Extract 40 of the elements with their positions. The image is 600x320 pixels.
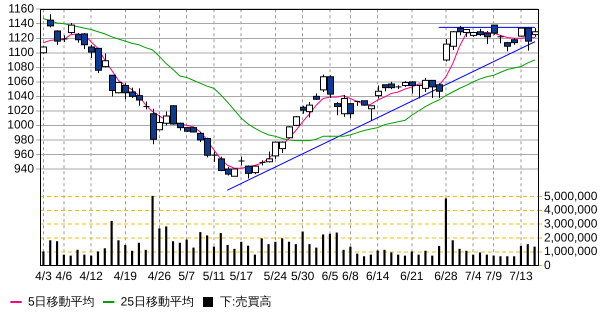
y-tick-label: 1100: [8, 45, 34, 60]
x-tick-label: 7/4: [464, 269, 482, 284]
y-tick-label: 980: [14, 132, 34, 146]
y-tick-label: 1040: [7, 88, 34, 103]
y2-tick-label: 3,000,000: [544, 216, 598, 230]
y-tick-label: 1020: [7, 103, 34, 118]
candlestick: [238, 156, 245, 166]
y2-tick-label: 1,000,000: [544, 244, 598, 258]
x-tick-label: 5/24: [264, 269, 288, 284]
y2-tick-label: 0: [544, 258, 551, 272]
x-tick-label: 4/12: [79, 269, 104, 284]
y-tick-label: 1060: [7, 74, 34, 88]
x-tick-label: 6/21: [400, 269, 424, 284]
y2-tick-label: 5,000,000: [544, 188, 598, 203]
y2-tick-label: 4,000,000: [544, 202, 598, 217]
x-tick-label: 4/3: [35, 269, 52, 284]
x-tick-label: 4/26: [148, 269, 172, 284]
y-tick-label: 1160: [8, 2, 34, 16]
x-tick-label: 4/19: [114, 269, 138, 284]
y-tick-label: 1000: [7, 118, 34, 132]
x-tick-label: 4/6: [56, 269, 73, 284]
x-tick-label: 7/9: [485, 269, 502, 284]
x-tick-label: 5/7: [178, 269, 196, 284]
x-tick-label: 6/8: [342, 269, 360, 284]
y-tick-label: 1120: [8, 30, 34, 45]
x-tick-label: 6/28: [434, 269, 458, 284]
y2-tick-label: 2,000,000: [544, 230, 598, 244]
y-tick-label: 1080: [7, 60, 34, 74]
y-tick-label: 1140: [8, 16, 34, 30]
x-tick-label: 6/5: [322, 269, 339, 284]
legend-label: 25日移動平均: [120, 294, 194, 308]
x-tick-label: 7/13: [509, 269, 533, 284]
x-tick-label: 5/11: [202, 269, 226, 284]
x-tick-label: 6/14: [366, 269, 390, 284]
x-tick-label: 5/30: [290, 269, 315, 284]
y-tick-label: 940: [14, 161, 34, 176]
legend-label: 5日移動平均: [28, 294, 95, 308]
legend-label: 下:売買高: [220, 294, 272, 308]
x-tick-label: 5/17: [230, 269, 254, 284]
y-tick-label: 960: [14, 146, 34, 161]
